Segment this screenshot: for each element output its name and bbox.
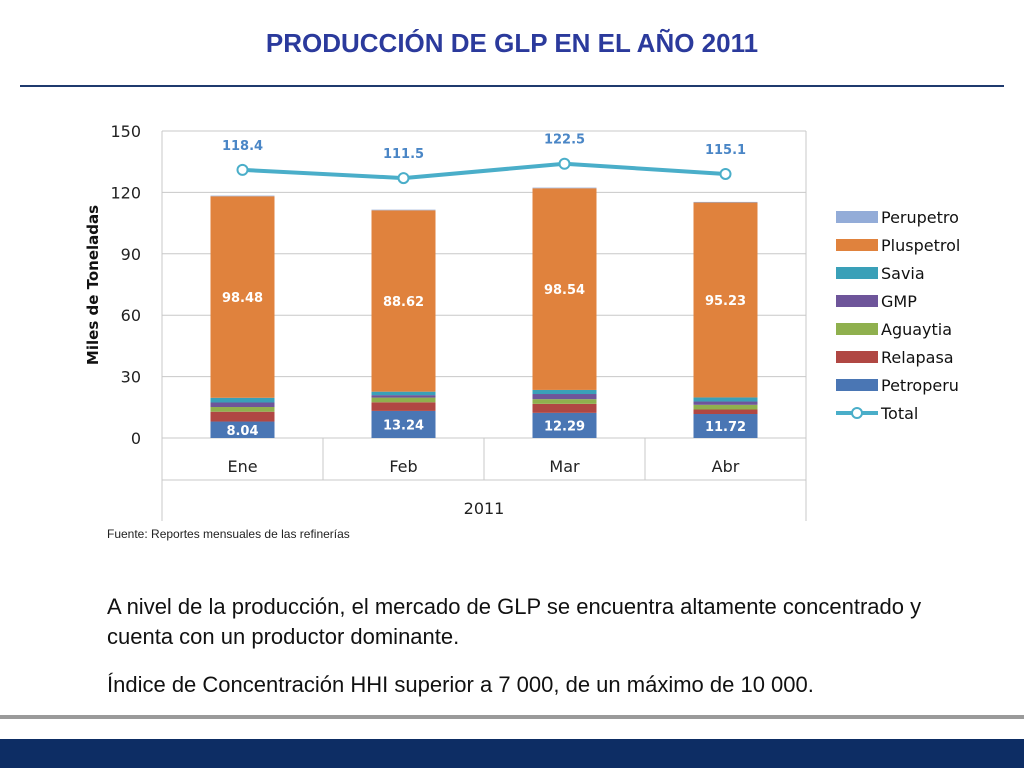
y-axis-label: Miles de Toneladas: [84, 205, 102, 365]
x-tick-label: Feb: [389, 457, 417, 476]
x-axis-label: 2011: [464, 499, 505, 518]
bar-segment-petroperu: [532, 412, 597, 438]
legend-marker-total: [851, 407, 863, 419]
paragraph-market-concentration: A nivel de la producción, el mercado de …: [107, 594, 922, 649]
total-point: [397, 172, 410, 185]
bar-segment-aguaytia: [693, 404, 758, 410]
bar-segment-petroperu: [210, 421, 275, 438]
total-point: [558, 157, 571, 170]
bar-segment-perupetro: [371, 209, 436, 211]
data-label: 98.54: [544, 283, 585, 298]
data-label: 98.48: [222, 291, 263, 306]
bar-segment-pluspetrol: [693, 202, 758, 398]
x-tick-label: Ene: [227, 457, 257, 476]
bar-segment-relapasa: [532, 403, 597, 413]
legend-label: Petroperu: [881, 376, 959, 395]
legend-label: GMP: [881, 292, 917, 311]
paragraph-hhi-index: Índice de Concentración HHI superior a 7…: [107, 672, 814, 697]
footer-gap: [0, 719, 1024, 739]
legend-swatch-pluspetrol: [836, 239, 878, 251]
bar-segment-perupetro: [532, 187, 597, 189]
y-tick-label: 30: [121, 368, 141, 387]
footer-bar: [0, 739, 1024, 768]
total-line: [242, 161, 726, 181]
bar-segment-pluspetrol: [371, 210, 436, 392]
bar-segment-savia: [210, 397, 275, 403]
data-label: 12.29: [544, 419, 585, 434]
page-title: PRODUCCIÓN DE GLP EN EL AÑO 2011: [265, 28, 759, 58]
legend-swatch-gmp: [836, 295, 878, 307]
bar-segment-gmp: [371, 395, 436, 398]
bar-segment-perupetro: [210, 195, 275, 197]
bar-segment-relapasa: [371, 402, 436, 411]
bar-segment-savia: [371, 391, 436, 396]
legend-label: Relapasa: [881, 348, 954, 367]
bar-segment-aguaytia: [371, 397, 436, 403]
legend-swatch-aguaytia: [836, 323, 878, 335]
bar-segment-gmp: [532, 394, 597, 400]
bar-segment-aguaytia: [532, 399, 597, 404]
total-label: 111.5: [383, 147, 424, 162]
bar-segment-pluspetrol: [532, 188, 597, 390]
legend-swatch-savia: [836, 267, 878, 279]
y-tick-label: 120: [110, 183, 141, 202]
bar-segment-petroperu: [693, 414, 758, 438]
total-label: 115.1: [705, 143, 746, 158]
total-label: 122.5: [544, 133, 585, 148]
total-label: 118.4: [222, 139, 263, 154]
data-label: 95.23: [705, 294, 746, 309]
bar-segment-relapasa: [693, 409, 758, 415]
data-label: 11.72: [705, 420, 746, 435]
bar-segment-savia: [532, 389, 597, 395]
legend-label: Savia: [881, 264, 925, 283]
legend-swatch-perupetro: [836, 211, 878, 223]
legend-label: Perupetro: [881, 208, 959, 227]
legend-label: Total: [880, 404, 918, 423]
legend-swatch-relapasa: [836, 351, 878, 363]
bar-segment-perupetro: [693, 201, 758, 203]
legend-label: Pluspetrol: [881, 236, 960, 255]
data-label: 88.62: [383, 295, 424, 310]
y-tick-label: 0: [131, 429, 141, 448]
bar-segment-gmp: [210, 402, 275, 408]
x-tick-label: Abr: [712, 457, 740, 476]
bar-segment-petroperu: [371, 410, 436, 438]
title-divider: [20, 85, 1004, 87]
x-tick-label: Mar: [549, 457, 580, 476]
bar-segment-savia: [693, 397, 758, 402]
source-note: Fuente: Reportes mensuales de las refine…: [107, 527, 350, 541]
y-tick-label: 90: [121, 245, 141, 264]
total-point: [719, 167, 732, 180]
total-point: [236, 163, 249, 176]
footer-stripe: [0, 715, 1024, 719]
bar-segment-gmp: [693, 401, 758, 405]
legend-label: Aguaytia: [881, 320, 952, 339]
bar-segment-aguaytia: [210, 407, 275, 412]
legend-swatch-petroperu: [836, 379, 878, 391]
data-label: 13.24: [383, 418, 424, 433]
y-tick-label: 150: [110, 122, 141, 141]
bar-segment-relapasa: [210, 411, 275, 422]
bar-segment-pluspetrol: [210, 196, 275, 398]
data-label: 8.04: [226, 424, 258, 439]
y-tick-label: 60: [121, 306, 141, 325]
